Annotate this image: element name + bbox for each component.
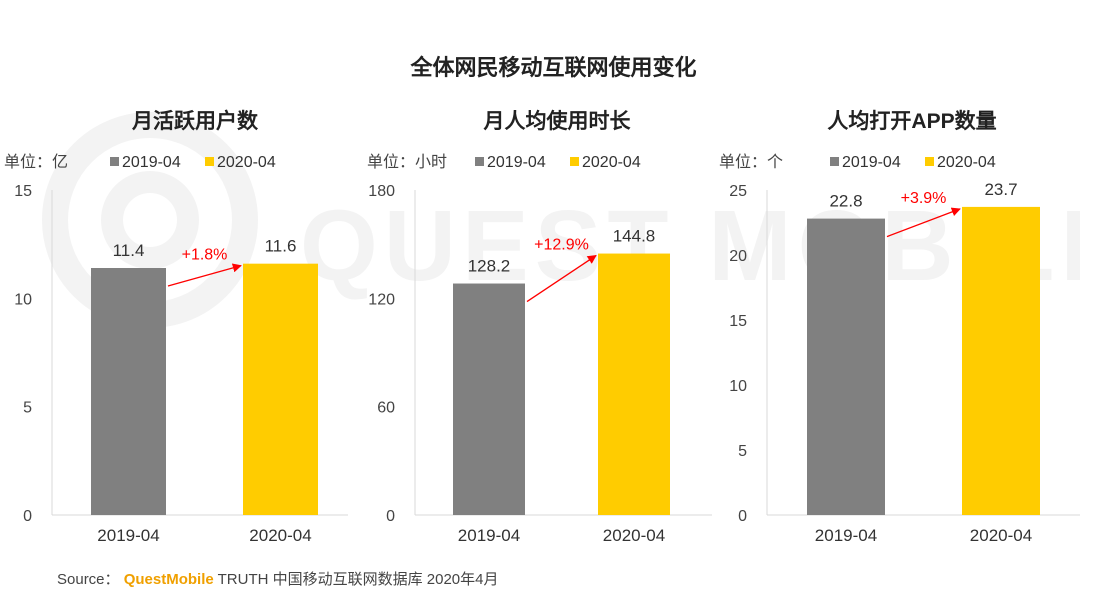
y-tick-label: 10 [14,291,32,308]
y-tick-label: 15 [14,183,32,200]
y-tick-label: 0 [738,508,747,525]
legend-label: 2019-04 [122,154,181,171]
y-tick-label: 120 [368,291,395,308]
bar [243,263,318,515]
x-tick-label: 2020-04 [249,526,311,545]
y-tick-label: 20 [729,248,747,265]
bar [453,283,525,515]
legend-swatch [475,157,484,166]
data-label: 128.2 [468,257,511,276]
source-label: Source： [57,571,120,588]
growth-label: +12.9% [534,237,589,254]
y-tick-label: 10 [729,378,747,395]
source-brand: QuestMobile [123,571,214,588]
bar [807,218,885,515]
legend-label: 2019-04 [487,154,546,171]
growth-label: +3.9% [901,190,947,207]
data-label: 11.4 [113,241,145,260]
legend-swatch [205,157,214,166]
x-tick-label: 2020-04 [603,526,665,545]
legend-label: 2019-04 [842,154,901,171]
y-tick-label: 25 [729,183,747,200]
data-label: 22.8 [829,192,862,211]
page-title: 全体网民移动互联网使用变化 [410,55,697,80]
growth-arrow [886,207,961,238]
source-note: Source： QuestMobile TRUTH 中国移动互联网数据库 202… [57,568,499,589]
growth-arrow [526,255,597,303]
x-tick-label: 2019-04 [815,526,877,545]
panel-title: 月活跃用户数 [131,109,259,133]
y-tick-label: 5 [738,443,747,460]
legend-swatch [110,157,119,166]
bar [91,268,166,515]
data-label: 11.6 [265,237,297,256]
data-label: 23.7 [984,180,1017,199]
growth-arrow [167,263,242,287]
y-tick-label: 0 [23,508,32,525]
growth-label: +1.8% [182,247,228,264]
x-tick-label: 2020-04 [970,526,1032,545]
source-text: TRUTH 中国移动互联网数据库 2020年4月 [217,571,499,588]
y-tick-label: 180 [368,183,395,200]
unit-label: 单位：亿 [4,153,68,171]
y-tick-label: 5 [23,400,32,417]
legend-swatch [925,157,934,166]
legend-label: 2020-04 [937,154,996,171]
panel-title: 人均打开APP数量 [827,109,996,133]
data-label: 144.8 [613,227,656,246]
legend-label: 2020-04 [582,154,641,171]
bar [598,253,670,516]
y-tick-label: 60 [377,400,395,417]
y-tick-label: 15 [729,313,747,330]
legend-swatch [830,157,839,166]
unit-label: 单位：个 [719,153,783,171]
y-tick-label: 0 [386,508,395,525]
legend-label: 2020-04 [217,154,276,171]
legend-swatch [570,157,579,166]
bar [962,206,1040,515]
x-tick-label: 2019-04 [458,526,520,545]
panel-title: 月人均使用时长 [483,109,632,133]
unit-label: 单位：小时 [367,153,447,171]
x-tick-label: 2019-04 [97,526,159,545]
